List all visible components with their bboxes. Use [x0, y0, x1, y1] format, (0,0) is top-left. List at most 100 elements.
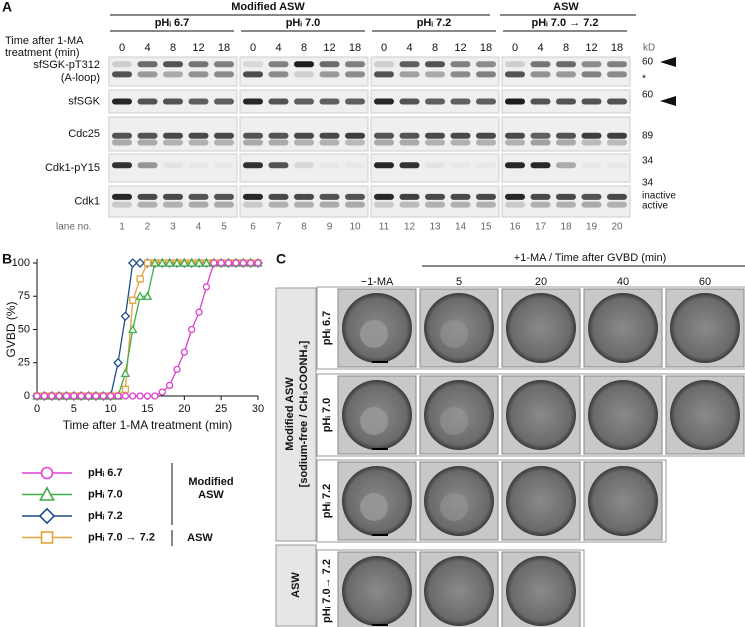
- y-tick-label: 75: [18, 290, 30, 302]
- time-label: 18: [349, 42, 361, 54]
- arrowhead: [660, 96, 676, 106]
- blot-band: [268, 193, 289, 200]
- row-box: [316, 286, 745, 370]
- condition-header: pHᵢ 6.7: [155, 17, 190, 29]
- blot-band: [582, 162, 602, 168]
- blot-band: [268, 162, 289, 169]
- blot-row-label: sfSGK-pT312: [33, 59, 100, 71]
- blot-band: [425, 98, 445, 105]
- marker: [129, 296, 137, 304]
- blot-band: [214, 71, 234, 78]
- lane-number: 9: [327, 222, 333, 233]
- group-label: Modified ASW: [284, 377, 296, 451]
- blot-band: [345, 193, 365, 200]
- blot-band: [188, 98, 209, 105]
- lane-number: 7: [276, 222, 282, 233]
- blot-band: [505, 132, 525, 139]
- legend-label: pHᵢ 7.0 → 7.2: [88, 531, 155, 543]
- oocyte: [506, 556, 576, 626]
- blot-band: [268, 201, 289, 208]
- marker: [202, 283, 211, 291]
- blot-band: [607, 71, 627, 78]
- x-tick-label: 30: [252, 403, 264, 415]
- column-header: 5: [456, 276, 462, 288]
- row-box: [316, 549, 585, 627]
- blot-band: [505, 61, 525, 68]
- blot-band: [450, 193, 471, 200]
- blot-band: [294, 193, 314, 200]
- blot-band: [505, 162, 525, 169]
- group-box: [275, 287, 317, 542]
- time-label: 4: [406, 42, 412, 54]
- blot-band: [112, 201, 132, 208]
- blot-band: [505, 71, 525, 78]
- lane-number: 6: [250, 222, 256, 233]
- series-line: [37, 262, 258, 397]
- blot-row-label: Cdc25: [68, 128, 100, 140]
- row-label: pHᵢ 7.2: [321, 484, 333, 519]
- panel-label: C: [276, 251, 286, 267]
- legend-group: Modified: [188, 476, 233, 488]
- marker: [224, 259, 233, 267]
- blot-band: [268, 71, 289, 78]
- row-box: [316, 459, 667, 543]
- blot-panel: [501, 185, 631, 218]
- kd-marker: 34: [642, 178, 654, 189]
- lane-number: 17: [535, 222, 547, 233]
- legend-group: ASW: [187, 532, 213, 544]
- blot-band: [581, 71, 602, 78]
- blot-band: [294, 61, 314, 68]
- lane-number: 16: [509, 222, 521, 233]
- blot-band: [319, 201, 340, 208]
- blot-band: [556, 193, 576, 200]
- time-label: 18: [218, 42, 230, 54]
- blot-panel: [108, 153, 238, 183]
- blot-band: [425, 61, 445, 68]
- blot-band: [188, 139, 209, 146]
- panel-label: B: [2, 251, 12, 267]
- blot-band: [137, 98, 158, 105]
- blot-band: [112, 162, 132, 169]
- kd-label: kD: [643, 43, 655, 54]
- time-label: 8: [170, 42, 176, 54]
- marker: [135, 258, 145, 268]
- condition-header: pHᵢ 7.0 → 7.2: [532, 17, 599, 29]
- blot-band: [112, 139, 132, 146]
- x-tick-label: 5: [71, 403, 77, 415]
- x-tick-label: 10: [105, 403, 117, 415]
- blot-band: [112, 71, 132, 78]
- marker: [40, 392, 49, 400]
- lane-number: 1: [119, 222, 125, 233]
- blot-band: [505, 193, 525, 200]
- oocyte: [588, 380, 658, 450]
- blot-band: [137, 139, 158, 146]
- blot-band: [374, 193, 394, 200]
- blot-band: [163, 139, 183, 146]
- oocyte: [506, 380, 576, 450]
- marker: [188, 325, 196, 334]
- blot-band: [243, 61, 263, 68]
- marker: [136, 392, 144, 400]
- marker: [62, 392, 71, 400]
- oocyte: [506, 466, 576, 536]
- marker: [157, 258, 167, 267]
- blot-band: [112, 98, 132, 105]
- group-box: [275, 544, 317, 627]
- time-label: 12: [192, 42, 204, 54]
- marker: [113, 357, 123, 368]
- blot-band: [214, 193, 234, 200]
- x-tick-label: 20: [178, 403, 190, 415]
- nucleus: [360, 320, 388, 348]
- time-label: 12: [323, 42, 335, 54]
- x-axis-title: Time after 1-MA treatment (min): [63, 418, 233, 432]
- blot-band: [556, 71, 576, 78]
- blot-band: [581, 139, 602, 146]
- blot-band: [294, 98, 314, 105]
- blot-band: [450, 132, 471, 139]
- blot-band: [399, 201, 420, 208]
- blot-band: [556, 61, 576, 68]
- column-header: 40: [617, 276, 629, 288]
- blot-band: [374, 61, 394, 68]
- row-label: pHᵢ 6.7: [321, 311, 333, 346]
- blot-band: [345, 139, 365, 146]
